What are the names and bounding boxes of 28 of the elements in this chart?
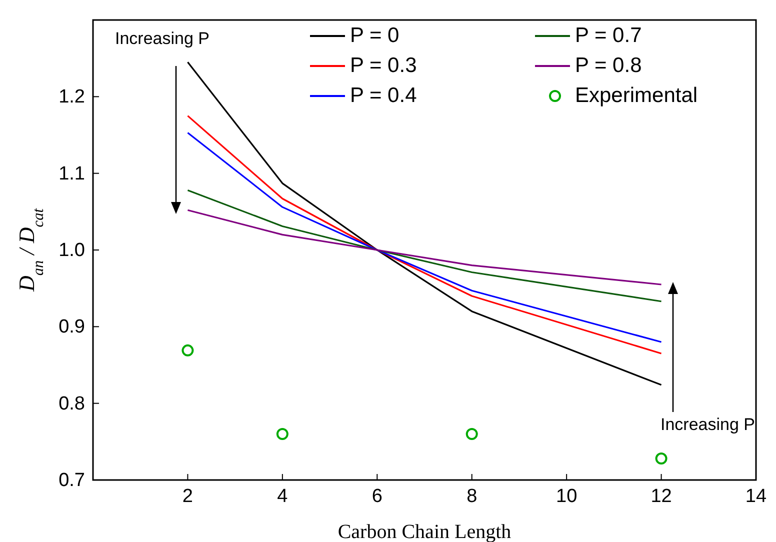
x-tick-label: 12 xyxy=(650,486,672,507)
x-tick-label: 4 xyxy=(277,486,288,507)
x-tick-label: 10 xyxy=(556,486,578,507)
point xyxy=(655,452,668,465)
legend-label: P = 0.3 xyxy=(350,54,417,77)
line-series xyxy=(186,209,662,286)
line-series xyxy=(186,189,662,302)
y-tick-label: 1.0 xyxy=(58,240,85,261)
x-tick-label: 14 xyxy=(745,486,767,507)
legend-label: P = 0.7 xyxy=(575,24,642,47)
x-tick-label: 2 xyxy=(182,486,194,507)
point xyxy=(182,344,194,356)
legend-label: P = 0.4 xyxy=(350,84,418,107)
point xyxy=(466,428,478,440)
x-tick-label: 6 xyxy=(372,486,382,507)
x-tick-label: 8 xyxy=(466,486,478,507)
legend-label: Experimental xyxy=(575,84,698,107)
y-tick-label: 1.1 xyxy=(58,163,85,184)
y-tick-label: 0.9 xyxy=(58,316,85,338)
annotation: Increasing P xyxy=(115,29,210,48)
point xyxy=(276,428,288,440)
y-tick-label: 0.8 xyxy=(58,393,85,414)
annotation: Increasing P xyxy=(660,415,755,434)
legend-label: P = 0 xyxy=(350,24,400,47)
y-tick-label: 0.7 xyxy=(58,470,85,491)
x-axis-title: Carbon Chain Length xyxy=(338,521,512,542)
y-tick-label: 1.2 xyxy=(58,86,85,108)
legend-label: P = 0.8 xyxy=(575,54,642,77)
